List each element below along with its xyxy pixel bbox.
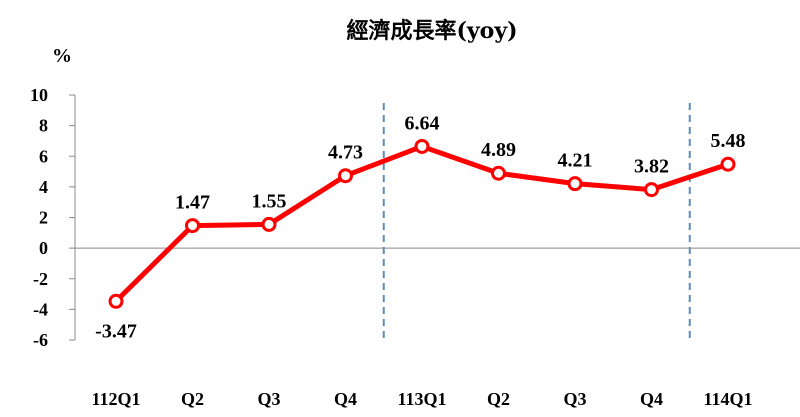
x-tick-label: Q4 (334, 389, 357, 409)
y-tick-label: 10 (30, 85, 48, 105)
data-point (720, 156, 736, 172)
data-label: 1.47 (175, 192, 210, 214)
data-point (338, 168, 353, 184)
x-tick-label: Q4 (640, 389, 663, 409)
y-tick-label: -2 (33, 269, 48, 289)
y-axis-unit: % (52, 45, 72, 67)
x-tick-label: 113Q1 (397, 389, 446, 409)
x-tick-label: 112Q1 (91, 389, 140, 409)
y-tick-label: 8 (39, 116, 48, 136)
x-tick-label: 114Q1 (703, 389, 752, 409)
y-tick-labels: 10 8 6 4 2 0 -2 -4 -6 (30, 85, 48, 350)
y-tick-label: -6 (33, 330, 48, 350)
data-label: 4.73 (328, 142, 363, 164)
data-label: 1.55 (252, 190, 287, 212)
data-labels: -3.47 1.47 1.55 4.73 6.64 4.89 4.21 3.82 5.48 (95, 112, 745, 342)
data-label: 3.82 (634, 156, 669, 178)
x-tick-label: Q3 (257, 389, 280, 409)
data-label: 5.48 (711, 130, 746, 152)
data-point (414, 138, 430, 154)
data-label: -3.47 (95, 320, 137, 342)
y-tick-label: 4 (39, 177, 48, 197)
data-point (567, 176, 583, 192)
x-tick-label: Q2 (181, 389, 204, 409)
data-point (185, 218, 200, 234)
y-tick-label: 6 (39, 146, 48, 166)
x-tick-labels: 112Q1 Q2 Q3 Q4 113Q1 Q2 Q3 Q4 114Q1 (91, 389, 752, 409)
data-points (108, 138, 736, 309)
x-tick-label: Q2 (487, 389, 510, 409)
data-label: 4.21 (558, 150, 593, 172)
y-tick-label: 2 (39, 208, 48, 228)
year-divider-lines (382, 103, 691, 340)
x-tick-label: Q3 (563, 389, 586, 409)
data-point (491, 165, 506, 181)
data-label: 4.89 (481, 139, 516, 161)
data-point (261, 216, 277, 232)
data-point (644, 182, 659, 198)
data-point (108, 293, 124, 309)
y-tick-label: -4 (33, 299, 48, 319)
chart-title: 經濟成長率(yoy) (346, 18, 517, 44)
axes (69, 94, 800, 341)
data-label: 6.64 (405, 112, 440, 134)
y-tick-label: 0 (39, 238, 48, 258)
